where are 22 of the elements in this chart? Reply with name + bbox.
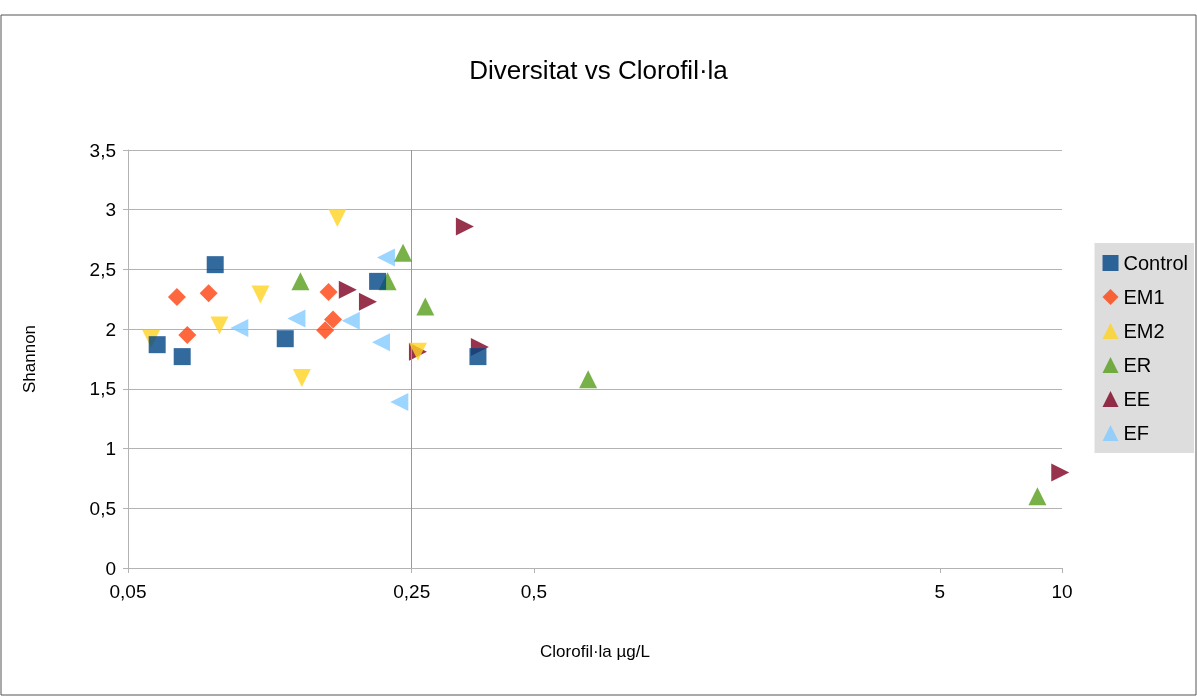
x-tick-label: 10	[1051, 581, 1073, 602]
x-axis-title: Clorofil·la µg/L	[540, 642, 650, 661]
y-tick-label: 2	[105, 318, 116, 340]
y-tick-label: 2,5	[89, 258, 116, 280]
x-tick-label: 5	[934, 581, 946, 602]
legend-label: EM2	[1123, 320, 1165, 342]
legend-label: ER	[1123, 354, 1152, 376]
y-tick-label: 1	[105, 438, 116, 460]
y-tick-label: 0	[105, 557, 116, 579]
x-tick-label: 0,5	[520, 581, 548, 602]
x-tick-label: 0,05	[109, 581, 147, 602]
y-tick-label: 3,5	[89, 139, 116, 161]
y-tick-label: 1,5	[89, 378, 116, 400]
x-tick-label: 0,25	[393, 581, 431, 602]
legend-label: EE	[1123, 388, 1151, 410]
legend-label: EF	[1123, 422, 1150, 444]
y-tick-label: 3	[105, 199, 116, 221]
y-axis-title: Shannon	[20, 324, 39, 394]
y-tick-label: 0,5	[89, 497, 116, 519]
legend-label: Control	[1123, 252, 1189, 274]
legend-label: EM1	[1123, 286, 1165, 308]
chart-title: Diversitat vs Clorofil·la	[469, 55, 729, 85]
